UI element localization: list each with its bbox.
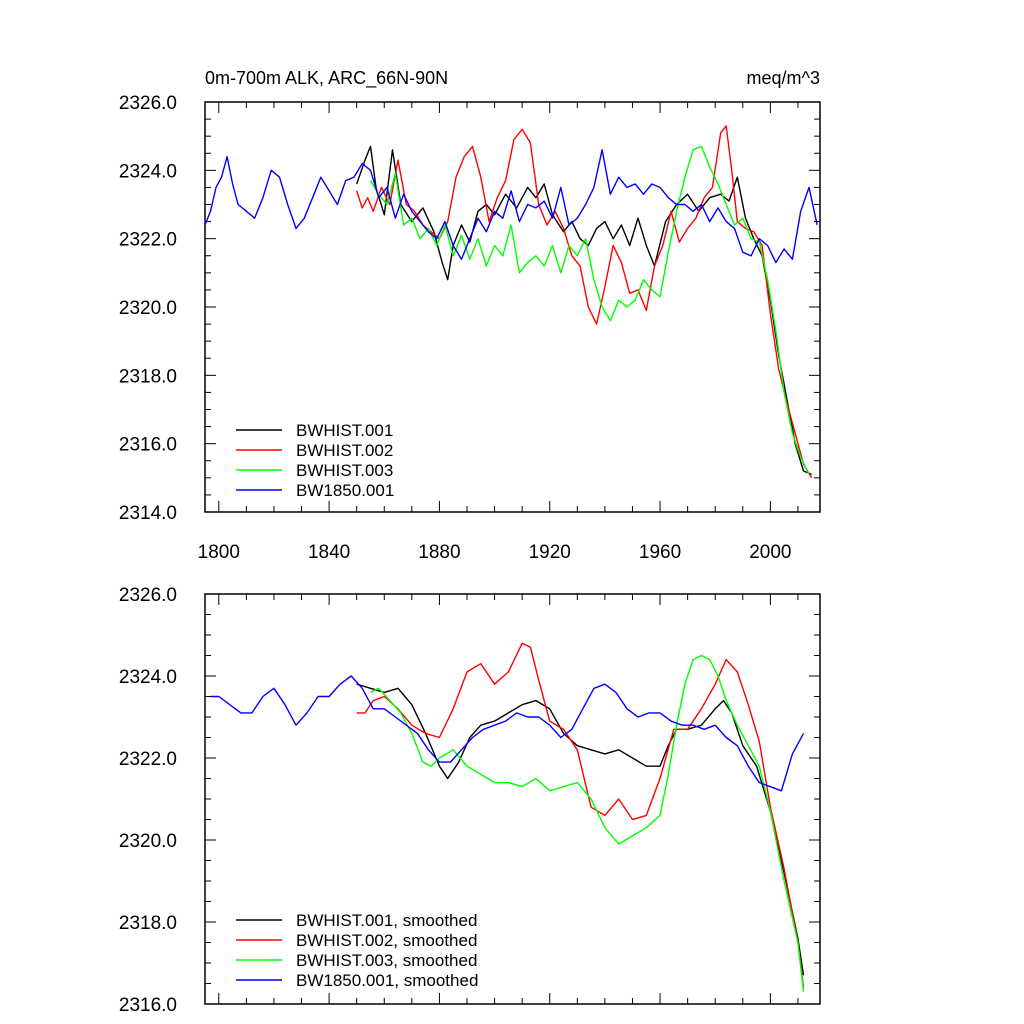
top-x-tick-label: 1880 xyxy=(418,542,460,563)
bottom-y-tick-label: 2322.0 xyxy=(119,749,177,770)
top-legend-label: BWHIST.003 xyxy=(296,461,393,480)
top-series-line xyxy=(356,125,813,479)
top-legend-label: BW1850.001 xyxy=(296,481,394,500)
bottom-series-line xyxy=(356,642,805,988)
top-series-line xyxy=(204,149,818,264)
top-y-tick-label: 2324.0 xyxy=(119,161,177,182)
top-panel-title: 0m-700m ALK, ARC_66N-90N xyxy=(205,68,448,89)
bottom-legend-label: BWHIST.002, smoothed xyxy=(296,931,477,950)
bottom-legend-label: BWHIST.001, smoothed xyxy=(296,911,477,930)
top-x-tick-label: 2000 xyxy=(749,542,791,563)
top-series-line xyxy=(369,145,810,475)
top-series-lines xyxy=(204,125,818,479)
bottom-series-line xyxy=(210,675,805,792)
top-x-tick-label: 1960 xyxy=(639,542,681,563)
bottom-y-tick-label: 2318.0 xyxy=(119,913,177,934)
top-x-tick-label: 1840 xyxy=(308,542,350,563)
top-y-tick-label: 2320.0 xyxy=(119,298,177,319)
top-y-tick-label: 2318.0 xyxy=(119,366,177,387)
top-y-tick-label: 2316.0 xyxy=(119,435,177,456)
bottom-series-line xyxy=(370,654,805,992)
bottom-axis-ticks: 2316.0 2318.0 2320.0 2322.0 2324.0 2326.0 xyxy=(119,585,820,1016)
bottom-y-tick-label: 2324.0 xyxy=(119,667,177,688)
bottom-legend-label: BW1850.001, smoothed xyxy=(296,971,478,990)
top-series-line xyxy=(356,145,812,476)
top-y-tick-label: 2314.0 xyxy=(119,503,177,524)
bottom-y-tick-label: 2316.0 xyxy=(119,995,177,1016)
bottom-y-tick-label: 2326.0 xyxy=(119,585,177,606)
top-axis-ticks: 2314.0 2316.0 2318.0 2320.0 2322.0 2324.0 2326… xyxy=(119,93,820,563)
bottom-legend-label: BWHIST.003, smoothed xyxy=(296,951,477,970)
top-panel: 0m-700m ALK, ARC_66N-90N meq/m^3 2314.02… xyxy=(119,68,821,563)
bottom-panel: 2316.0 2318.0 2320.0 2322.0 2324.0 2326.0 BWH… xyxy=(119,585,821,1016)
top-legend-label: BWHIST.001 xyxy=(296,421,393,440)
top-y-tick-label: 2326.0 xyxy=(119,93,177,114)
top-y-tick-label: 2322.0 xyxy=(119,230,177,251)
top-legend-label: BWHIST.002 xyxy=(296,441,393,460)
top-panel-units: meq/m^3 xyxy=(747,68,820,88)
top-x-tick-label: 1920 xyxy=(529,542,571,563)
bottom-y-tick-label: 2320.0 xyxy=(119,831,177,852)
bottom-series-lines xyxy=(210,642,805,992)
top-x-tick-label: 1800 xyxy=(198,542,240,563)
